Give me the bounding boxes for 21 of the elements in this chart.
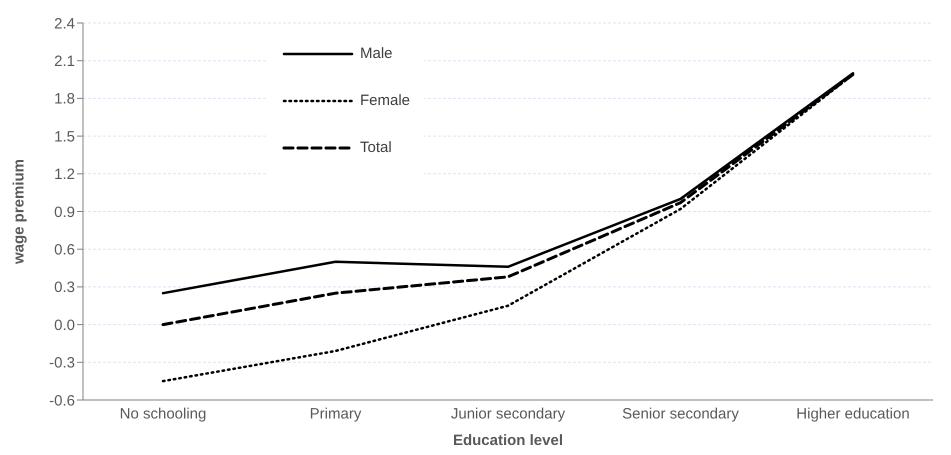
y-tick-label: 1.2 (54, 166, 75, 184)
y-tick-label: 0.0 (54, 316, 75, 334)
legend-label: Male (360, 45, 393, 62)
y-tick-label: 2.1 (54, 53, 75, 70)
x-tick-label: Senior secondary (622, 406, 740, 423)
y-tick-label: -0.3 (49, 354, 75, 372)
legend-label: Female (360, 92, 410, 109)
y-tick-label: 2.4 (54, 15, 75, 32)
y-tick-label: 0.9 (54, 204, 75, 221)
x-axis-title: Education level (452, 432, 564, 449)
x-tick-label: Higher education (796, 406, 910, 423)
x-tick-label: Junior secondary (450, 406, 566, 423)
y-tick-label: 1.5 (54, 128, 75, 146)
x-tick-label: No schooling (120, 406, 206, 423)
y-tick-label: 0.3 (54, 279, 75, 296)
y-tick-label: 0.6 (54, 242, 75, 259)
y-tick-label: -0.6 (49, 392, 75, 410)
legend-label: Total (360, 139, 392, 156)
x-tick-label: Primary (310, 406, 362, 423)
y-tick-label: 1.8 (54, 90, 75, 108)
y-axis-title: wage premium (10, 158, 28, 266)
